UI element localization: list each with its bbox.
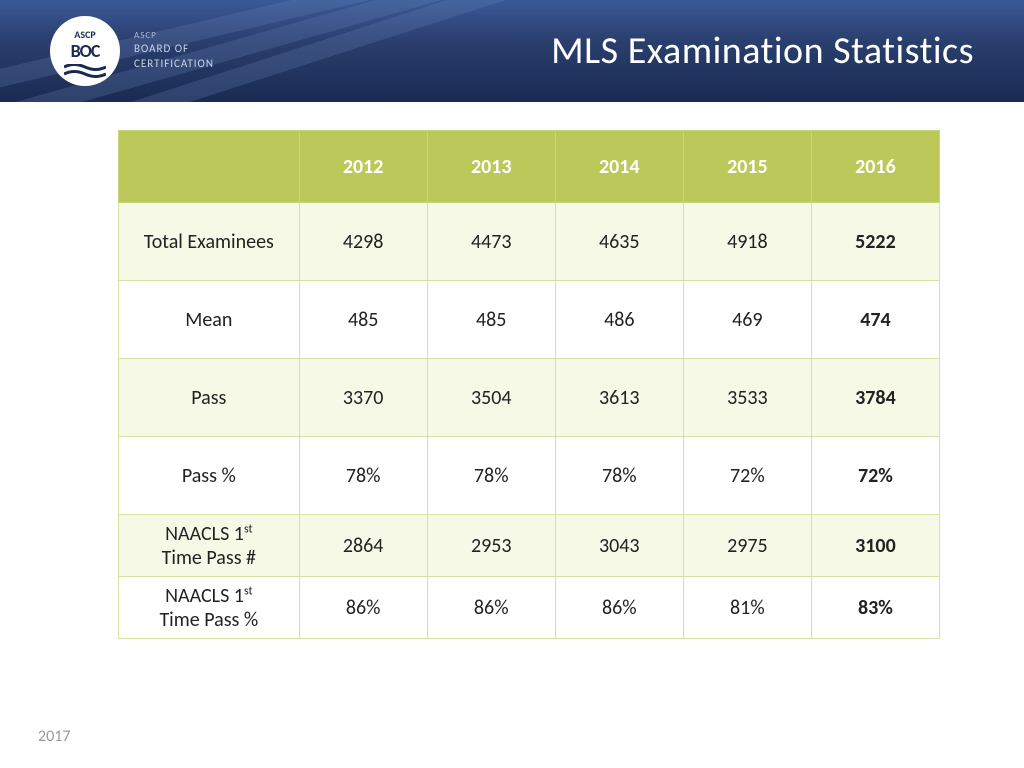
table-cell: 486	[555, 281, 683, 359]
logo-waves-icon	[64, 64, 106, 78]
header-2015: 2015	[683, 131, 811, 203]
table-cell: 3370	[299, 359, 427, 437]
table-body: Total Examinees42984473463549185222Mean4…	[119, 203, 940, 639]
brand-line2: CERTIFICATION	[134, 57, 214, 72]
row-label: NAACLS 1stTime Pass #	[119, 515, 300, 577]
table-cell: 72%	[811, 437, 939, 515]
header-2016: 2016	[811, 131, 939, 203]
logo-text-boc: BOC	[71, 42, 100, 60]
table-cell: 485	[427, 281, 555, 359]
table-cell: 4298	[299, 203, 427, 281]
table-row: Pass %78%78%78%72%72%	[119, 437, 940, 515]
table-cell: 3504	[427, 359, 555, 437]
table-cell: 469	[683, 281, 811, 359]
table-cell: 5222	[811, 203, 939, 281]
table-cell: 86%	[299, 577, 427, 639]
table-cell: 83%	[811, 577, 939, 639]
slide-header: ASCP BOC ASCP BOARD OF CERTIFICATION MLS…	[0, 0, 1024, 102]
row-label: NAACLS 1stTime Pass %	[119, 577, 300, 639]
row-label: Total Examinees	[119, 203, 300, 281]
table-cell: 2953	[427, 515, 555, 577]
table-cell: 2975	[683, 515, 811, 577]
table-cell: 4635	[555, 203, 683, 281]
table-cell: 3100	[811, 515, 939, 577]
statistics-table-container: 2012 2013 2014 2015 2016 Total Examinees…	[118, 130, 940, 639]
row-label: Mean	[119, 281, 300, 359]
table-cell: 81%	[683, 577, 811, 639]
logo-text-ascp: ASCP	[74, 30, 95, 40]
table-cell: 474	[811, 281, 939, 359]
table-cell: 3043	[555, 515, 683, 577]
logo-badge: ASCP BOC	[50, 16, 120, 86]
table-cell: 3784	[811, 359, 939, 437]
footer-year: 2017	[38, 727, 70, 746]
header-2012: 2012	[299, 131, 427, 203]
table-cell: 3533	[683, 359, 811, 437]
table-row: NAACLS 1stTime Pass #2864295330432975310…	[119, 515, 940, 577]
table-cell: 485	[299, 281, 427, 359]
table-cell: 3613	[555, 359, 683, 437]
slide-title: MLS Examination Statistics	[551, 28, 974, 74]
row-label: Pass %	[119, 437, 300, 515]
table-cell: 72%	[683, 437, 811, 515]
table-cell: 2864	[299, 515, 427, 577]
header-blank	[119, 131, 300, 203]
table-cell: 86%	[555, 577, 683, 639]
brand-small: ASCP	[134, 30, 214, 42]
header-2013: 2013	[427, 131, 555, 203]
table-header-row: 2012 2013 2014 2015 2016	[119, 131, 940, 203]
table-row: Total Examinees42984473463549185222	[119, 203, 940, 281]
table-cell: 86%	[427, 577, 555, 639]
table-cell: 78%	[427, 437, 555, 515]
statistics-table: 2012 2013 2014 2015 2016 Total Examinees…	[118, 130, 940, 639]
header-2014: 2014	[555, 131, 683, 203]
row-label: Pass	[119, 359, 300, 437]
brand-line1: BOARD OF	[134, 42, 214, 57]
table-cell: 78%	[555, 437, 683, 515]
table-row: Pass33703504361335333784	[119, 359, 940, 437]
logo-group: ASCP BOC ASCP BOARD OF CERTIFICATION	[50, 16, 214, 86]
logo-brand-text: ASCP BOARD OF CERTIFICATION	[134, 30, 214, 72]
table-row: NAACLS 1stTime Pass %86%86%86%81%83%	[119, 577, 940, 639]
table-row: Mean485485486469474	[119, 281, 940, 359]
table-cell: 4473	[427, 203, 555, 281]
table-cell: 78%	[299, 437, 427, 515]
table-cell: 4918	[683, 203, 811, 281]
